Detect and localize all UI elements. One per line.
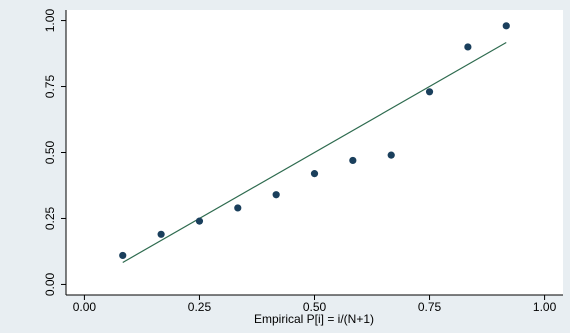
x-tick-label: 0.75 (418, 300, 442, 314)
data-point (387, 151, 395, 159)
data-point (425, 88, 434, 96)
x-tick-label: 0.00 (73, 300, 97, 314)
x-axis: 0.00 0.25 0.50 0.75 1.00 (66, 294, 563, 314)
x-tick-label: 1.00 (533, 300, 557, 314)
data-point (310, 170, 319, 178)
data-point (119, 251, 127, 260)
x-tick-label: 0.50 (303, 300, 327, 314)
x-axis-title: Empirical P[i] = i/(N+1) (254, 312, 374, 326)
y-tick-label: 0.00 (43, 272, 57, 296)
x-tick-label: 0.25 (188, 300, 212, 314)
y-tick-label: 0.25 (43, 206, 57, 230)
data-point (234, 204, 242, 212)
y-tick-label: 0.50 (43, 140, 57, 164)
data-marks (119, 22, 510, 263)
data-point (464, 43, 472, 51)
y-axis: 0.00 0.25 0.50 0.75 1.00 (43, 9, 67, 296)
data-point (349, 156, 357, 165)
y-tick-label: 1.00 (43, 9, 57, 33)
data-point (502, 22, 510, 30)
reference-line (122, 42, 507, 263)
y-tick-label: 0.75 (43, 75, 57, 99)
data-point (272, 191, 280, 199)
data-point (157, 230, 165, 238)
data-point (195, 217, 204, 225)
